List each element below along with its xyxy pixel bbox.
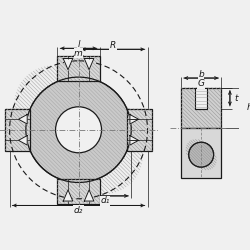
Bar — [181, 128, 221, 178]
Bar — [196, 88, 207, 109]
Polygon shape — [63, 190, 73, 201]
Polygon shape — [130, 136, 138, 145]
Text: G: G — [198, 79, 205, 88]
Text: l: l — [77, 40, 80, 49]
Polygon shape — [130, 114, 138, 124]
Bar — [181, 88, 221, 128]
Polygon shape — [18, 114, 27, 124]
Polygon shape — [18, 136, 27, 145]
Text: t: t — [235, 94, 238, 103]
Bar — [58, 56, 100, 81]
Bar — [128, 109, 152, 151]
Text: d₁: d₁ — [100, 196, 110, 205]
Circle shape — [189, 142, 214, 167]
Polygon shape — [84, 58, 94, 70]
Text: b: b — [198, 70, 204, 79]
Circle shape — [26, 77, 131, 182]
Text: R: R — [110, 41, 116, 50]
Polygon shape — [63, 58, 73, 70]
Polygon shape — [84, 190, 94, 201]
Text: m: m — [74, 49, 83, 58]
Bar — [5, 109, 30, 151]
Bar — [58, 179, 100, 204]
Circle shape — [56, 107, 102, 153]
Text: h: h — [246, 103, 250, 112]
Text: d₂: d₂ — [74, 206, 83, 215]
